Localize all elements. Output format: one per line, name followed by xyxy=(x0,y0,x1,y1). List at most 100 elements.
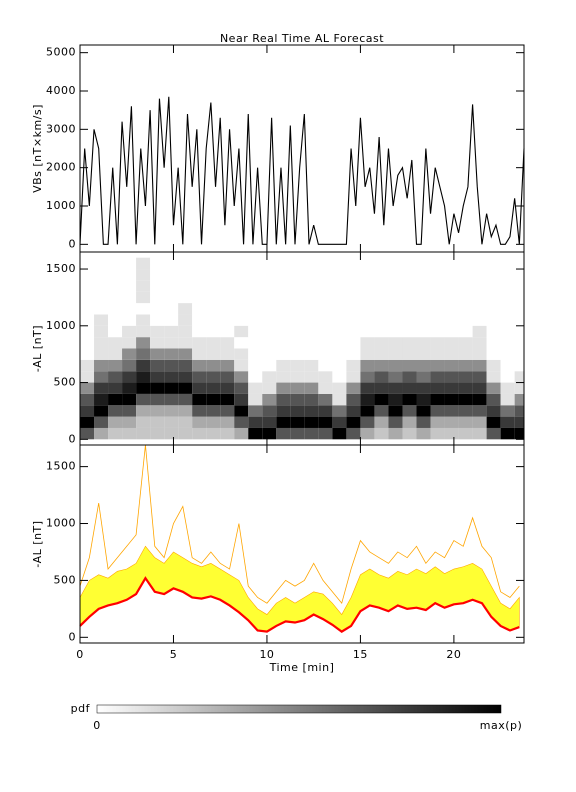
pdf-cell xyxy=(220,269,235,281)
pdf-cell xyxy=(360,325,375,338)
pdf-cell xyxy=(80,257,95,270)
pdf-cell xyxy=(402,291,417,304)
pdf-cell xyxy=(304,303,319,315)
pdf-cell xyxy=(318,371,333,383)
pdf-cell xyxy=(430,405,445,417)
pdf-cell xyxy=(220,291,235,304)
pdf-cell xyxy=(388,291,403,304)
pdf-cell xyxy=(262,405,277,417)
pdf-cell xyxy=(318,325,333,338)
pdf-cell xyxy=(262,337,277,349)
pdf-cell xyxy=(332,405,347,417)
pdf-cell xyxy=(304,359,319,372)
pdf-cell xyxy=(402,314,417,326)
pdf-cell xyxy=(220,325,235,338)
pdf-cell xyxy=(122,393,137,406)
pdf-cell xyxy=(136,393,151,406)
pdf-cell xyxy=(94,427,109,440)
pdf-cell xyxy=(248,269,263,281)
pdf-cell xyxy=(80,269,95,281)
pdf-cell xyxy=(458,314,473,326)
pdf-cell xyxy=(430,257,445,270)
pdf-cell xyxy=(332,291,347,304)
pdf-cell xyxy=(178,257,193,270)
pdf-cell xyxy=(346,337,361,349)
pdf-cell xyxy=(402,257,417,270)
pdf-cell xyxy=(94,416,109,428)
y-tick-label: 1500 xyxy=(46,460,76,473)
forecast-max-line xyxy=(79,444,520,605)
pdf-cell xyxy=(220,382,235,394)
pdf-cell xyxy=(94,280,109,292)
pdf-cell xyxy=(80,371,95,383)
pdf-cell xyxy=(332,371,347,383)
y-tick-label: 1000 xyxy=(46,517,76,530)
pdf-cell xyxy=(122,371,137,383)
pdf-cell xyxy=(500,337,515,349)
pdf-cell xyxy=(122,280,137,292)
pdf-cell xyxy=(388,393,403,406)
pdf-cell xyxy=(80,393,95,406)
pdf-cell xyxy=(150,416,165,428)
pdf-cell xyxy=(374,291,389,304)
pdf-cell xyxy=(178,269,193,281)
pdf-cell xyxy=(304,393,319,406)
pdf-cell xyxy=(150,314,165,326)
y-tick-label: 0 xyxy=(69,237,77,250)
pdf-cell xyxy=(248,280,263,292)
pdf-cell xyxy=(416,393,431,406)
pdf-cell xyxy=(136,280,151,292)
pdf-cell xyxy=(318,337,333,349)
pdf-cell xyxy=(500,393,515,406)
pdf-cell xyxy=(206,314,221,326)
chart-title: Near Real Time AL Forecast xyxy=(220,32,384,45)
pdf-cell xyxy=(94,359,109,372)
pdf-cell xyxy=(220,405,235,417)
pdf-cell xyxy=(318,359,333,372)
pdf-cell xyxy=(206,337,221,349)
pdf-cell xyxy=(486,269,501,281)
pdf-cell xyxy=(234,348,249,360)
pdf-cell xyxy=(136,257,151,270)
pdf-cell xyxy=(472,371,487,383)
pdf-cell xyxy=(136,348,151,360)
plot-frame xyxy=(79,44,525,253)
plot-frame xyxy=(79,444,525,644)
pdf-cell xyxy=(248,359,263,372)
pdf-cell xyxy=(178,371,193,383)
pdf-cell xyxy=(360,291,375,304)
pdf-cell xyxy=(164,280,179,292)
pdf-cell xyxy=(164,348,179,360)
pdf-cell xyxy=(332,269,347,281)
pdf-cell xyxy=(248,291,263,304)
pdf-cell xyxy=(388,314,403,326)
y-tick-label: 500 xyxy=(54,573,77,586)
pdf-cell xyxy=(192,280,207,292)
pdf-cell xyxy=(80,325,95,338)
pdf-cell xyxy=(276,348,291,360)
pdf-cell xyxy=(458,257,473,270)
pdf-cell xyxy=(374,393,389,406)
pdf-cell xyxy=(192,405,207,417)
pdf-cell xyxy=(108,291,123,304)
pdf-cell xyxy=(164,382,179,394)
pdf-cell xyxy=(234,337,249,349)
pdf-cell xyxy=(262,257,277,270)
pdf-cell xyxy=(416,382,431,394)
pdf-cell xyxy=(80,416,95,428)
pdf-cell xyxy=(122,303,137,315)
pdf-cell xyxy=(388,427,403,440)
colorbar-max: max(p) xyxy=(480,719,523,732)
pdf-cell xyxy=(374,416,389,428)
pdf-cell xyxy=(192,416,207,428)
pdf-cell xyxy=(248,382,263,394)
pdf-cell xyxy=(500,416,515,428)
pdf-cell xyxy=(192,257,207,270)
pdf-cell xyxy=(430,314,445,326)
pdf-cell xyxy=(262,359,277,372)
pdf-cell xyxy=(192,303,207,315)
y-tick-label: 0 xyxy=(69,630,77,643)
pdf-cell xyxy=(206,348,221,360)
pdf-cell xyxy=(458,359,473,372)
pdf-cell xyxy=(248,427,263,440)
